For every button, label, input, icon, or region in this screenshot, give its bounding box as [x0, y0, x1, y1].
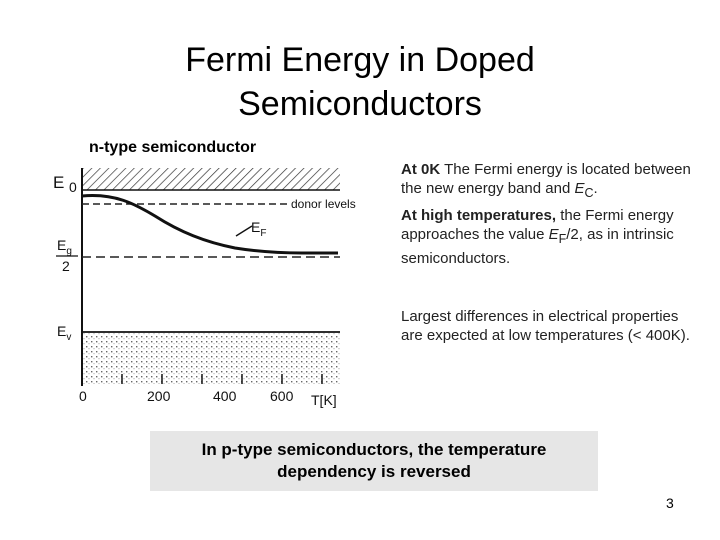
diagram-subtitle: n-type semiconductor — [89, 139, 257, 156]
zero-energy-label: 0 — [69, 179, 77, 195]
slide-title: Fermi Energy in Doped Semiconductors — [0, 38, 720, 126]
note-zero-kelvin: At 0K The Fermi energy is located betwee… — [401, 161, 691, 200]
valence-band — [82, 332, 340, 384]
energy-axis-label: E — [53, 173, 64, 192]
fermi-energy-diagram: E 0 donor levels EF Eg 2 Ev 0 200 400 60… — [53, 168, 356, 408]
fermi-label: EF — [251, 219, 266, 239]
slide-title-line1: Fermi Energy in Doped — [185, 41, 535, 79]
x-axis-ticks — [121, 374, 323, 384]
gap-half-denominator: 2 — [62, 258, 70, 274]
callout-line1: In p-type semiconductors, the temperatur… — [201, 440, 547, 459]
note-high-temperature: At high temperatures, the Fermi energy a… — [401, 207, 674, 267]
page-number: 3 — [666, 495, 674, 511]
explanation-notes: At 0K The Fermi energy is located betwee… — [401, 160, 691, 345]
x-tick-label-400: 400 — [213, 388, 237, 404]
callout-line2: dependency is reversed — [277, 462, 471, 481]
x-tick-label-600: 600 — [270, 388, 294, 404]
donor-levels-label: donor levels — [291, 197, 356, 211]
x-tick-label-200: 200 — [147, 388, 171, 404]
p-type-callout: In p-type semiconductors, the temperatur… — [150, 431, 598, 491]
conduction-band — [82, 168, 340, 190]
x-axis-label: T[K] — [311, 392, 337, 408]
fermi-energy-curve — [81, 194, 338, 255]
slide-title-line2: Semiconductors — [238, 85, 482, 123]
note-largest-differences: Largest differences in electrical proper… — [401, 308, 690, 344]
valence-label: Ev — [57, 323, 71, 343]
gap-half-numerator: Eg — [57, 237, 72, 257]
x-tick-label-0: 0 — [79, 388, 87, 404]
